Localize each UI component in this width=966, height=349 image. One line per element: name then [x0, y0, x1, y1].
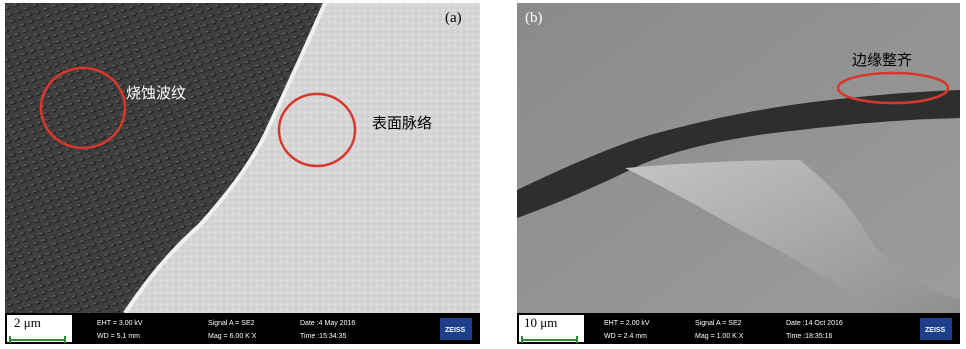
scale-bar-label: 2 μm	[14, 315, 41, 330]
info-text: Signal A = SE2	[695, 320, 742, 327]
info-text: Mag = 1.00 K X	[695, 333, 744, 340]
info-text: WD = 5.1 mm	[97, 333, 140, 340]
annotation: 边缘整齐	[852, 51, 912, 69]
info-text: WD = 2.4 mm	[604, 333, 647, 340]
info-text: EHT = 3.00 kV	[97, 320, 143, 327]
figure: (a) 烧蚀波纹 表面脉络 2 μm EHT = 3.00 kV WD = 5.…	[0, 0, 966, 349]
panel-label: (b)	[525, 10, 543, 26]
panel-b: (b) 边缘整齐 10 μm EHT = 2.00 kV WD = 2.4 mm…	[517, 3, 960, 344]
info-text: Date :14 Oct 2016	[786, 320, 843, 327]
info-text: Date :4 May 2016	[300, 320, 355, 327]
scale-bar-label: 10 μm	[524, 315, 557, 330]
info-text: EHT = 2.00 kV	[604, 320, 650, 327]
panel-label: (a)	[445, 10, 462, 26]
logo: ZEISS	[925, 327, 946, 334]
info-text: Time :18:35:16	[786, 333, 833, 340]
logo: ZEISS	[445, 327, 466, 334]
info-text: Time :15:34:35	[300, 333, 347, 340]
panel-a: (a) 烧蚀波纹 表面脉络 2 μm EHT = 3.00 kV WD = 5.…	[5, 3, 480, 344]
annotation: 表面脉络	[372, 114, 432, 132]
info-text: Signal A = SE2	[208, 320, 255, 327]
annotation: 烧蚀波纹	[126, 84, 186, 102]
info-text: Mag = 6.00 K X	[208, 333, 257, 340]
